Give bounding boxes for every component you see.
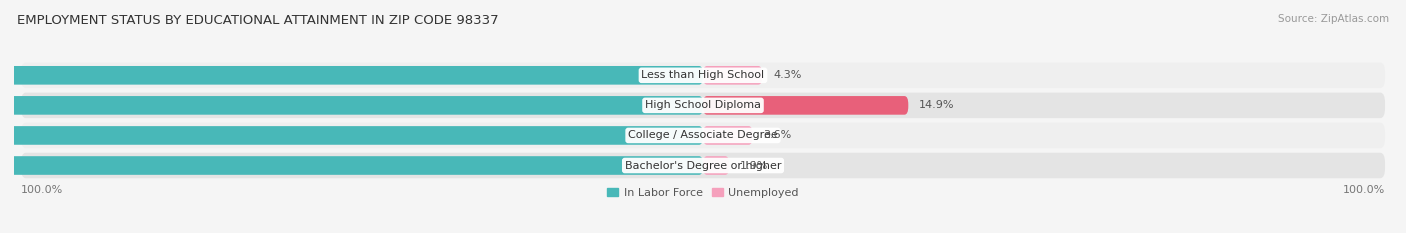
FancyBboxPatch shape [21,62,1385,88]
Text: 100.0%: 100.0% [1343,185,1385,195]
Text: 1.9%: 1.9% [740,161,769,171]
FancyBboxPatch shape [703,66,762,85]
Text: 3.6%: 3.6% [763,130,792,140]
FancyBboxPatch shape [0,66,703,85]
FancyBboxPatch shape [703,126,752,145]
FancyBboxPatch shape [703,156,730,175]
Text: 100.0%: 100.0% [21,185,63,195]
FancyBboxPatch shape [21,153,1385,178]
Legend: In Labor Force, Unemployed: In Labor Force, Unemployed [603,183,803,202]
Text: High School Diploma: High School Diploma [645,100,761,110]
Text: Source: ZipAtlas.com: Source: ZipAtlas.com [1278,14,1389,24]
Text: College / Associate Degree: College / Associate Degree [628,130,778,140]
Text: Bachelor's Degree or higher: Bachelor's Degree or higher [624,161,782,171]
FancyBboxPatch shape [0,156,703,175]
FancyBboxPatch shape [21,93,1385,118]
Text: EMPLOYMENT STATUS BY EDUCATIONAL ATTAINMENT IN ZIP CODE 98337: EMPLOYMENT STATUS BY EDUCATIONAL ATTAINM… [17,14,499,27]
Text: Less than High School: Less than High School [641,70,765,80]
Text: 4.3%: 4.3% [773,70,801,80]
Text: 14.9%: 14.9% [920,100,955,110]
FancyBboxPatch shape [0,96,703,115]
FancyBboxPatch shape [703,96,908,115]
FancyBboxPatch shape [0,126,703,145]
FancyBboxPatch shape [21,123,1385,148]
